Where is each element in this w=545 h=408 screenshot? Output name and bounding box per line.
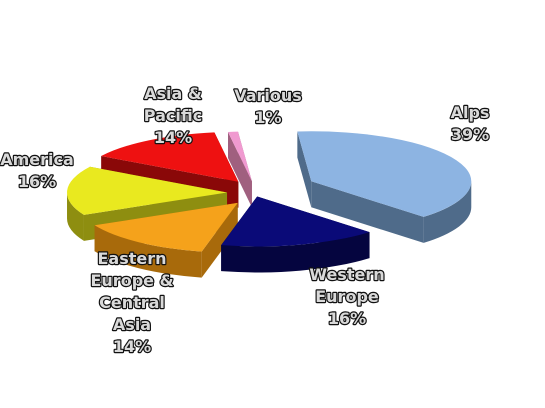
pie-slice-top	[94, 202, 238, 252]
pie-slice-top	[297, 131, 472, 217]
pie-slice-wall	[297, 131, 312, 208]
data-label-category: Various	[234, 86, 302, 105]
pie-slice-top	[67, 166, 228, 215]
pie-slice-alps	[297, 131, 472, 243]
pie-slice-top	[228, 131, 252, 182]
data-label-category: Europe	[315, 287, 379, 306]
pie-slice-various	[228, 131, 252, 208]
data-label-category: Asia	[113, 315, 151, 334]
data-label-value: 14%	[113, 337, 151, 356]
data-label-category: America	[0, 150, 74, 169]
pie-slice-top	[221, 196, 370, 247]
pie-slice-side	[221, 232, 370, 273]
data-label-eastern-europe-central-asia: Eastern Europe & Central Asia 14%	[90, 249, 173, 356]
data-label-value: 39%	[451, 125, 489, 144]
data-label-value: 16%	[328, 309, 366, 328]
pie-slice-wall	[228, 131, 252, 208]
data-label-value: 14%	[154, 128, 192, 147]
data-label-value: 16%	[18, 172, 56, 191]
data-label-western-europe: Western Europe 16%	[309, 265, 384, 328]
pie-slice-eastern-europe-central-asia	[94, 202, 238, 278]
data-label-category: Central	[99, 293, 165, 312]
pie-slice-side	[423, 181, 472, 243]
data-label-asia-pacific: Asia & Pacific 14%	[144, 84, 202, 147]
pie-labels: Alps 39% Western Europe 16% Eastern Europe & Ce…	[0, 83, 491, 357]
data-label-category: Eastern	[97, 249, 166, 268]
pie-slice-wall	[311, 181, 424, 243]
pie-slice-side	[94, 225, 202, 278]
pie-slice-top	[101, 132, 239, 182]
pie-slice-side	[67, 192, 84, 241]
data-label-various: Various 1%	[234, 86, 302, 127]
data-label-value: 1%	[254, 108, 281, 127]
pie-slice-western-europe	[221, 196, 370, 273]
data-label-category: Alps	[451, 103, 490, 122]
data-label-category: Asia &	[144, 84, 202, 103]
data-label-category: Pacific	[144, 106, 202, 125]
data-label-category: Europe &	[90, 271, 173, 290]
pie-slices	[67, 131, 472, 278]
data-label-category: Western	[309, 265, 384, 284]
data-label-alps: Alps 39%	[451, 103, 490, 144]
data-label-america: America 16%	[0, 150, 74, 191]
